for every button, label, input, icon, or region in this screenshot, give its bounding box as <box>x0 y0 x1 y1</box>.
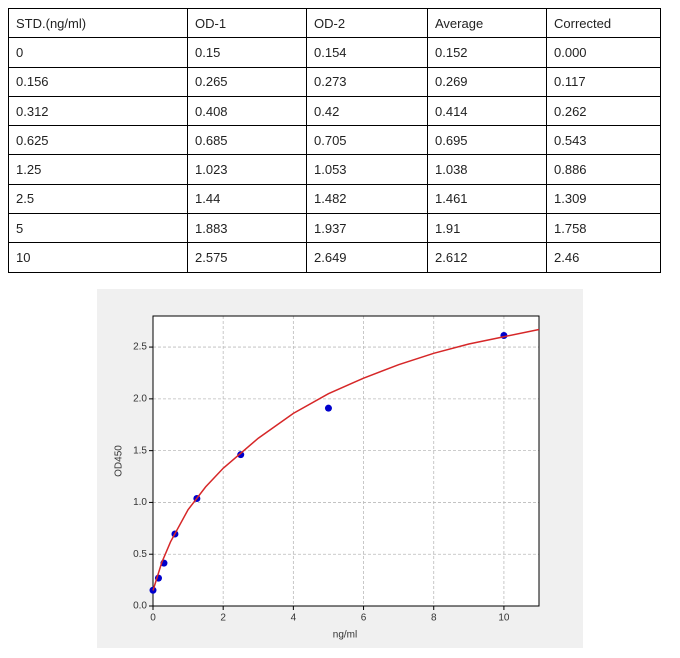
x-tick-label: 8 <box>431 613 437 624</box>
x-tick-label: 2 <box>220 613 226 624</box>
table-cell: 2.46 <box>546 242 661 273</box>
y-tick-label: 0.5 <box>133 549 147 560</box>
table-cell: 10 <box>8 242 188 273</box>
table-cell: 2.612 <box>427 242 547 273</box>
table-cell: 1.309 <box>546 183 661 215</box>
chart-panel: ng/ml OD450 0 2 4 6 8 10 0.0 0.5 1.0 1.5 2.0 2.5 <box>97 289 583 648</box>
table-cell: 0.886 <box>546 154 661 185</box>
table-cell: 1.25 <box>8 154 188 185</box>
table-cell: 0.685 <box>187 125 307 156</box>
table-cell: 0.695 <box>427 125 547 156</box>
table-cell: 0.312 <box>8 95 188 127</box>
y-tick-label: 1.0 <box>133 497 147 508</box>
table-cell: 0.625 <box>8 125 188 156</box>
table-cell: 0 <box>8 37 188 68</box>
table-cell: 1.91 <box>427 213 547 244</box>
table-row: 0 0.15 0.154 0.152 0.000 <box>8 37 661 68</box>
table-cell: STD.(ng/ml) <box>8 7 188 39</box>
table-row: 0.312 0.408 0.42 0.414 0.262 <box>8 95 661 127</box>
table-cell: 0.273 <box>306 66 428 97</box>
header-row: STD.(ng/ml) OD-1 OD-2 Average Corrected <box>8 7 661 39</box>
table-cell: 0.152 <box>427 37 547 68</box>
table-cell: 1.053 <box>306 154 428 185</box>
x-tick-label: 0 <box>150 613 156 624</box>
table-cell: 1.461 <box>427 183 547 215</box>
table-cell: Average <box>427 7 547 39</box>
table-cell: 0.42 <box>306 95 428 127</box>
table-cell: 0.414 <box>427 95 547 127</box>
table-row: 1.25 1.023 1.053 1.038 0.886 <box>8 154 661 185</box>
table-cell: 2.5 <box>8 183 188 215</box>
data-point <box>324 404 332 412</box>
x-tick-label: 6 <box>361 613 367 624</box>
plot-area <box>153 316 539 606</box>
data-table: STD.(ng/ml) OD-1 OD-2 Average Corrected 0 0.15… <box>8 7 661 273</box>
table-cell: 0.154 <box>306 37 428 68</box>
table-cell: 0.269 <box>427 66 547 97</box>
x-tick-label: 4 <box>291 613 297 624</box>
table-cell: 1.758 <box>546 213 661 244</box>
chart: ng/ml OD450 0 2 4 6 8 10 0.0 0.5 1.0 1.5 2.0 2.5 <box>114 315 540 641</box>
table-cell: 0.705 <box>306 125 428 156</box>
y-tick-label: 2.0 <box>133 393 147 404</box>
y-tick-label: 1.5 <box>133 445 147 456</box>
table-cell: 0.543 <box>546 125 661 156</box>
table-row: 2.5 1.44 1.482 1.461 1.309 <box>8 183 661 215</box>
fit-curve <box>152 328 540 591</box>
table-cell: 0.15 <box>187 37 307 68</box>
table-row: 5 1.883 1.937 1.91 1.758 <box>8 213 661 244</box>
table-cell: Corrected <box>546 7 661 39</box>
table-cell: OD-2 <box>306 7 428 39</box>
table-cell: OD-1 <box>187 7 307 39</box>
x-axis-label: ng/ml <box>333 630 357 641</box>
table-cell: 0.000 <box>546 37 661 68</box>
table-cell: 1.937 <box>306 213 428 244</box>
y-tick-label: 0.0 <box>133 601 147 612</box>
table-cell: 1.883 <box>187 213 307 244</box>
table-cell: 1.023 <box>187 154 307 185</box>
table-cell: 2.575 <box>187 242 307 273</box>
table-row: 0.625 0.685 0.705 0.695 0.543 <box>8 125 661 156</box>
table-cell: 5 <box>8 213 188 244</box>
table-cell: 0.408 <box>187 95 307 127</box>
table-cell: 0.265 <box>187 66 307 97</box>
x-tick-label: 10 <box>498 613 510 624</box>
table-row: 0.156 0.265 0.273 0.269 0.117 <box>8 66 661 97</box>
table-cell: 1.482 <box>306 183 428 215</box>
plot-frame <box>152 315 540 607</box>
y-tick-label: 2.5 <box>133 342 147 353</box>
table-cell: 0.117 <box>546 66 661 97</box>
table-row: 10 2.575 2.649 2.612 2.46 <box>8 242 661 273</box>
data-point <box>237 451 245 459</box>
table-cell: 1.44 <box>187 183 307 215</box>
table-cell: 1.038 <box>427 154 547 185</box>
table-cell: 2.649 <box>306 242 428 273</box>
table-cell: 0.262 <box>546 95 661 127</box>
table-cell: 0.156 <box>8 66 188 97</box>
y-axis-label: OD450 <box>114 445 125 477</box>
